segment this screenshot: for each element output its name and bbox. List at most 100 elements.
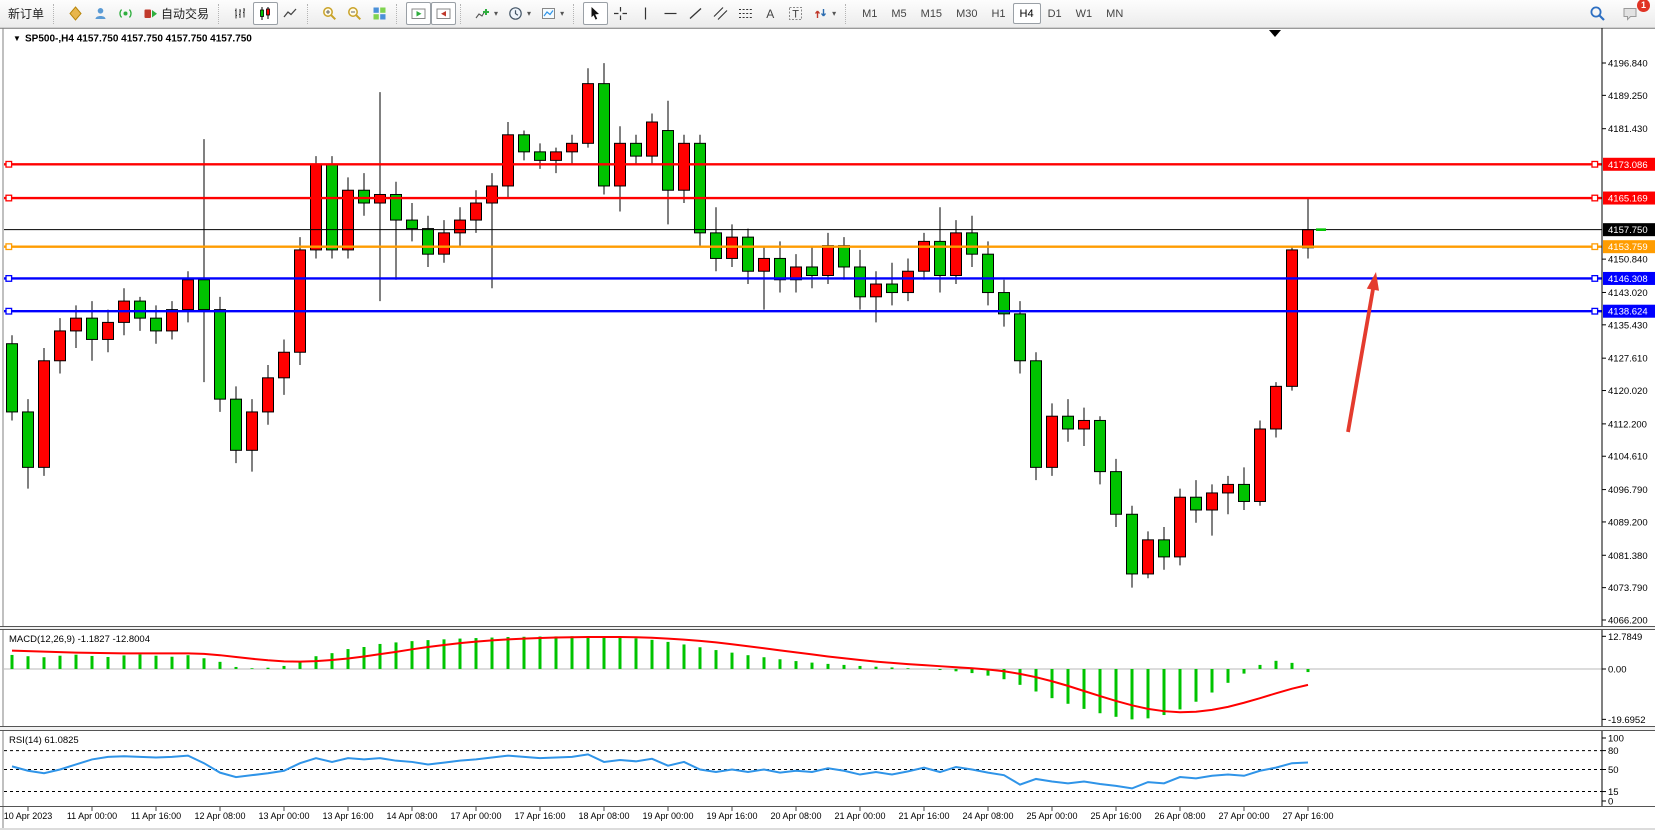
signals-button[interactable] (113, 2, 138, 25)
candle (598, 83, 610, 187)
fibonacci-icon (739, 9, 753, 18)
notifications-button[interactable]: 1 (1617, 0, 1650, 25)
timeframe-W1[interactable]: W1 (1069, 3, 1100, 24)
svg-text:12 Apr 08:00: 12 Apr 08:00 (194, 811, 245, 821)
candle (22, 411, 34, 468)
new-order-button[interactable]: 新订单 (3, 2, 49, 25)
toolbar-separator (396, 3, 403, 24)
vertical-line-tool-button[interactable] (633, 2, 658, 25)
svg-text:14 Apr 08:00: 14 Apr 08:00 (386, 811, 437, 821)
svg-text:4096.790: 4096.790 (1608, 485, 1648, 496)
candle (662, 130, 674, 191)
candle (438, 232, 450, 255)
collapse-icon: ▼ (13, 34, 21, 43)
svg-text:4120.020: 4120.020 (1608, 386, 1648, 397)
autotrading-icon (144, 9, 158, 18)
templates-dropdown-caret: ▾ (560, 9, 565, 18)
timeframe-D1[interactable]: D1 (1041, 3, 1069, 24)
time-axis[interactable]: 10 Apr 2023 11 Apr 00:00 11 Apr 16:00 12 Ap… (4, 807, 1334, 821)
candle (950, 232, 962, 276)
label-tool-button[interactable]: T (783, 2, 808, 25)
tile-windows-icon (373, 7, 386, 20)
timeframe-MN[interactable]: MN (1099, 3, 1130, 24)
trend-arrow-annotation[interactable] (1346, 272, 1380, 433)
candle (1126, 513, 1138, 575)
fibonacci-tool-button[interactable] (733, 2, 758, 25)
templates-button[interactable]: ▾ (536, 2, 569, 25)
line-chart-button[interactable] (278, 2, 303, 25)
periods-button[interactable]: ▾ (503, 2, 536, 25)
metaeditor-button[interactable] (63, 2, 88, 25)
rsi-label: RSI(14) 61.0825 (9, 735, 79, 746)
toolbar-separator (460, 3, 467, 24)
candle (1142, 539, 1154, 575)
candle (486, 185, 498, 204)
svg-text:T: T (792, 9, 799, 21)
autotrading-label: 自动交易 (161, 7, 210, 21)
candlestick-chart-button[interactable] (253, 2, 279, 25)
trendline-tool-button[interactable] (683, 2, 708, 25)
candle (342, 189, 354, 251)
new-order-label: 新订单 (8, 7, 45, 21)
cursor-tool-button[interactable] (583, 2, 609, 25)
candle (278, 351, 290, 379)
candle (630, 142, 642, 157)
timeframe-M30[interactable]: M30 (949, 3, 984, 24)
svg-text:24 Apr 08:00: 24 Apr 08:00 (962, 811, 1013, 821)
chart-shift-button[interactable] (431, 2, 457, 25)
svg-text:18 Apr 08:00: 18 Apr 08:00 (578, 811, 629, 821)
timeframe-M15[interactable]: M15 (914, 3, 949, 24)
svg-text:4157.750: 4157.750 (1608, 225, 1648, 236)
price-axis[interactable]: 4196.840 4189.250 4181.430 4150.840 4143.020… (1602, 59, 1655, 808)
indicators-button[interactable]: ▾ (470, 2, 503, 25)
community-button[interactable] (88, 2, 113, 25)
clock-icon (509, 7, 522, 20)
vertical-line-icon (644, 7, 647, 20)
templates-icon (542, 8, 556, 19)
candle (1222, 483, 1234, 494)
svg-text:19 Apr 00:00: 19 Apr 00:00 (642, 811, 693, 821)
svg-text:4173.086: 4173.086 (1608, 160, 1648, 171)
zoom-out-button[interactable] (342, 2, 367, 25)
toolbar-separator (307, 3, 314, 24)
auto-scroll-button[interactable] (406, 2, 432, 25)
candle (454, 219, 466, 234)
channel-tool-button[interactable] (708, 2, 733, 25)
svg-text:17 Apr 00:00: 17 Apr 00:00 (450, 811, 501, 821)
svg-text:4150.840: 4150.840 (1608, 255, 1648, 266)
svg-text:4146.308: 4146.308 (1608, 274, 1648, 285)
crosshair-tool-button[interactable] (608, 2, 633, 25)
svg-text:4112.200: 4112.200 (1608, 419, 1647, 430)
candle (38, 360, 50, 468)
svg-text:0.00: 0.00 (1608, 665, 1627, 676)
text-tool-button[interactable]: A (758, 2, 783, 25)
rsi-pane (4, 750, 1602, 793)
current-price-label (1603, 223, 1655, 237)
svg-text:11 Apr 00:00: 11 Apr 00:00 (67, 811, 117, 821)
candle (902, 270, 914, 294)
zoom-in-icon (323, 7, 337, 21)
horizontal-line-tool-button[interactable] (658, 2, 683, 25)
svg-text:4189.250: 4189.250 (1608, 91, 1648, 102)
timeframe-H4[interactable]: H4 (1012, 3, 1041, 24)
tile-windows-button[interactable] (367, 2, 392, 25)
svg-text:4196.840: 4196.840 (1608, 59, 1648, 70)
search-button[interactable] (1584, 2, 1611, 25)
candle (358, 189, 370, 204)
timeframe-M1[interactable]: M1 (855, 3, 884, 24)
macd-pane (4, 636, 1602, 720)
candle (582, 83, 594, 144)
arrows-tool-button[interactable]: ▾ (808, 2, 841, 25)
bar-chart-button[interactable] (228, 2, 253, 25)
auto-scroll-icon (411, 8, 426, 19)
timeframe-H1[interactable]: H1 (984, 3, 1012, 24)
candle (1302, 229, 1314, 249)
rsi-line (11, 753, 1309, 790)
candle (6, 343, 18, 413)
candle (102, 321, 114, 340)
candle (998, 292, 1010, 315)
autotrading-button[interactable]: 自动交易 (138, 2, 214, 25)
zoom-in-button[interactable] (317, 2, 342, 25)
timeframe-M5[interactable]: M5 (884, 3, 913, 24)
